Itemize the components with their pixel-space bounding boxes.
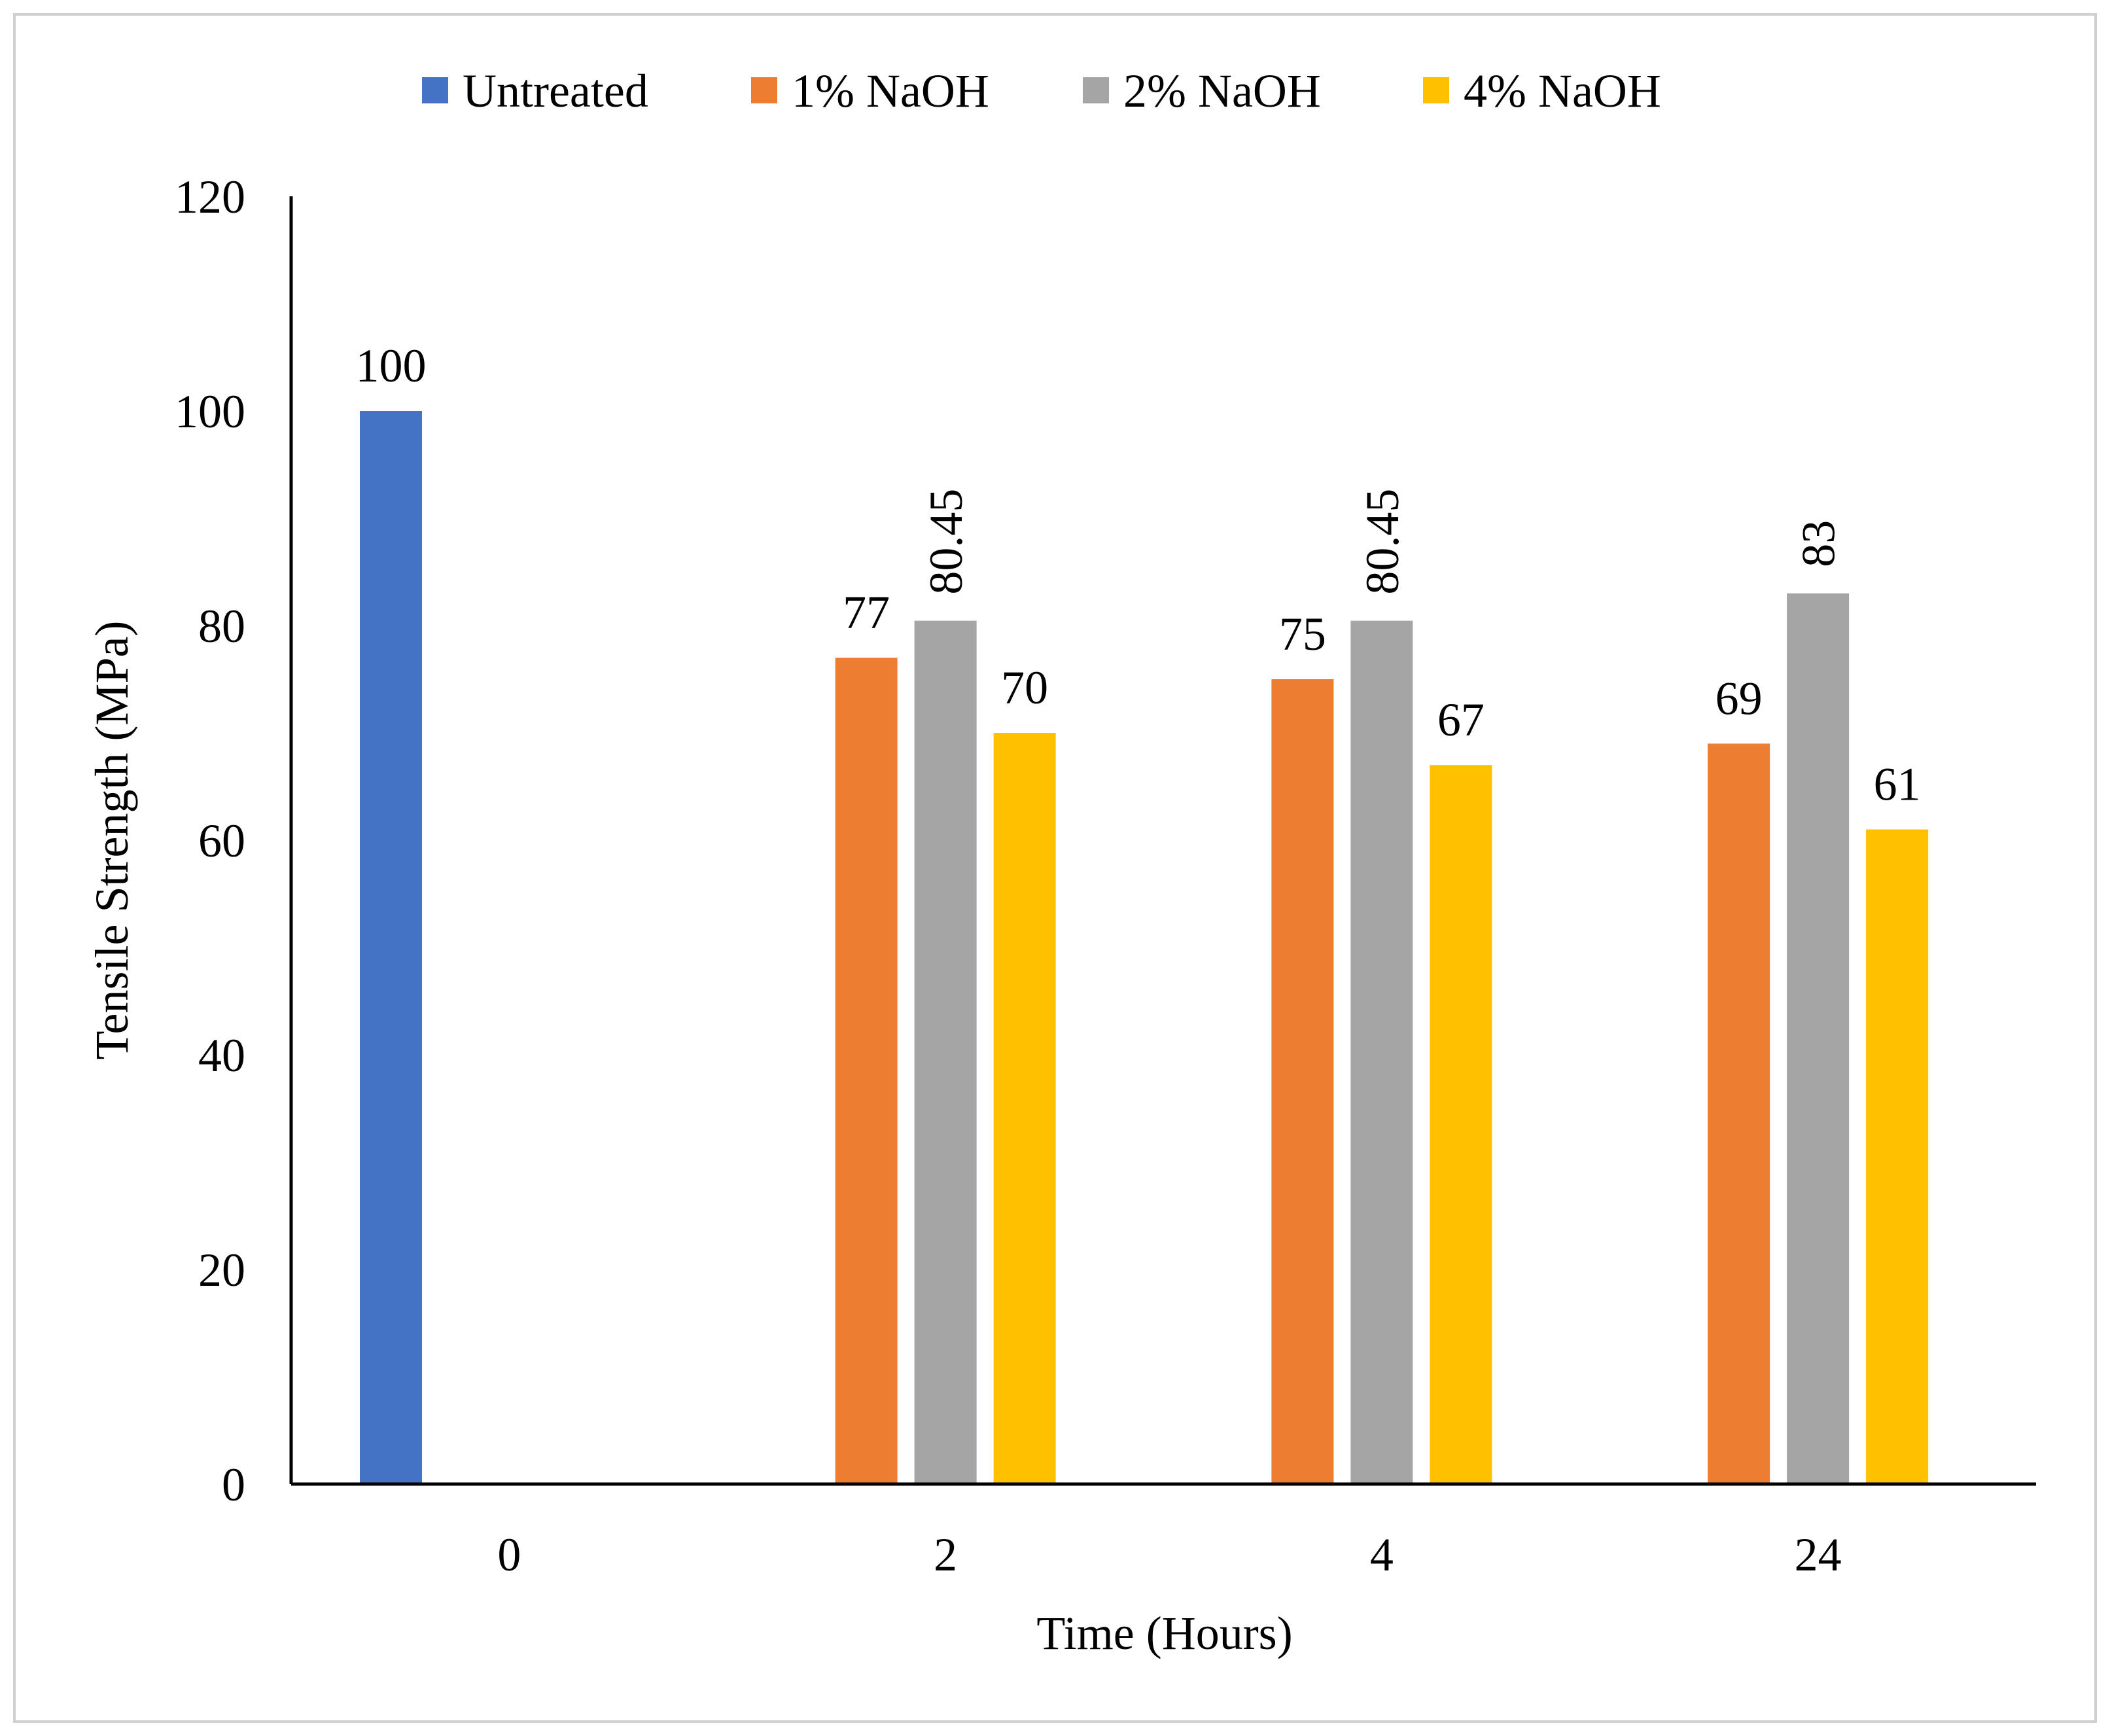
x-tick-label: 0 xyxy=(497,1529,521,1581)
y-tick-label: 40 xyxy=(198,1029,245,1082)
y-axis-title: Tensile Strength (MPa) xyxy=(86,621,138,1060)
data-label: 70 xyxy=(1001,662,1048,714)
x-tick-label: 2 xyxy=(934,1529,957,1581)
data-label: 61 xyxy=(1874,758,1921,811)
y-tick-label: 100 xyxy=(175,385,245,438)
bar-4-naoh-t4 xyxy=(1430,765,1492,1484)
legend: Untreated 1% NaOH 2% NaOH 4% NaOH xyxy=(422,65,1661,117)
legend-label: Untreated xyxy=(463,65,648,117)
y-tick-label: 0 xyxy=(222,1459,245,1511)
legend-label: 2% NaOH xyxy=(1123,65,1321,117)
bar-1-naoh-t24 xyxy=(1708,743,1770,1484)
data-label: 83 xyxy=(1793,520,1845,567)
bar-2-naoh-t2 xyxy=(914,620,977,1484)
bar-4-naoh-t24 xyxy=(1866,829,1929,1484)
legend-swatch xyxy=(422,77,448,103)
data-label: 75 xyxy=(1279,608,1326,660)
bar-untreated-t0 xyxy=(360,411,422,1484)
legend-label: 4% NaOH xyxy=(1464,65,1661,117)
legend-swatch xyxy=(1423,77,1449,103)
bars xyxy=(360,411,1929,1485)
y-tick-label: 60 xyxy=(198,815,245,867)
data-label: 67 xyxy=(1437,694,1485,746)
y-tick-label: 20 xyxy=(198,1244,245,1296)
x-axis-ticks: 0 2 4 24 xyxy=(497,1529,1841,1581)
data-label: 80.45 xyxy=(920,489,972,595)
bar-2-naoh-t24 xyxy=(1787,593,1850,1484)
y-tick-label: 80 xyxy=(198,600,245,652)
legend-swatch xyxy=(1083,77,1109,103)
legend-swatch xyxy=(751,77,777,103)
bar-4-naoh-t2 xyxy=(993,733,1056,1484)
data-label: 100 xyxy=(356,340,427,392)
bar-1-naoh-t2 xyxy=(835,658,898,1485)
data-labels: 100 77 80.45 70 75 80.45 67 69 83 61 xyxy=(356,340,1921,811)
data-label: 69 xyxy=(1715,672,1763,724)
x-axis-title: Time (Hours) xyxy=(1036,1607,1292,1659)
bar-2-naoh-t4 xyxy=(1350,620,1413,1484)
x-tick-label: 4 xyxy=(1370,1529,1394,1581)
y-tick-label: 120 xyxy=(175,171,245,223)
x-tick-label: 24 xyxy=(1795,1529,1842,1581)
data-label: 80.45 xyxy=(1356,489,1409,595)
data-label: 77 xyxy=(843,586,890,639)
y-axis-ticks: 0 20 40 60 80 100 120 xyxy=(175,171,245,1511)
bar-1-naoh-t4 xyxy=(1271,679,1334,1484)
legend-label: 1% NaOH xyxy=(792,65,989,117)
